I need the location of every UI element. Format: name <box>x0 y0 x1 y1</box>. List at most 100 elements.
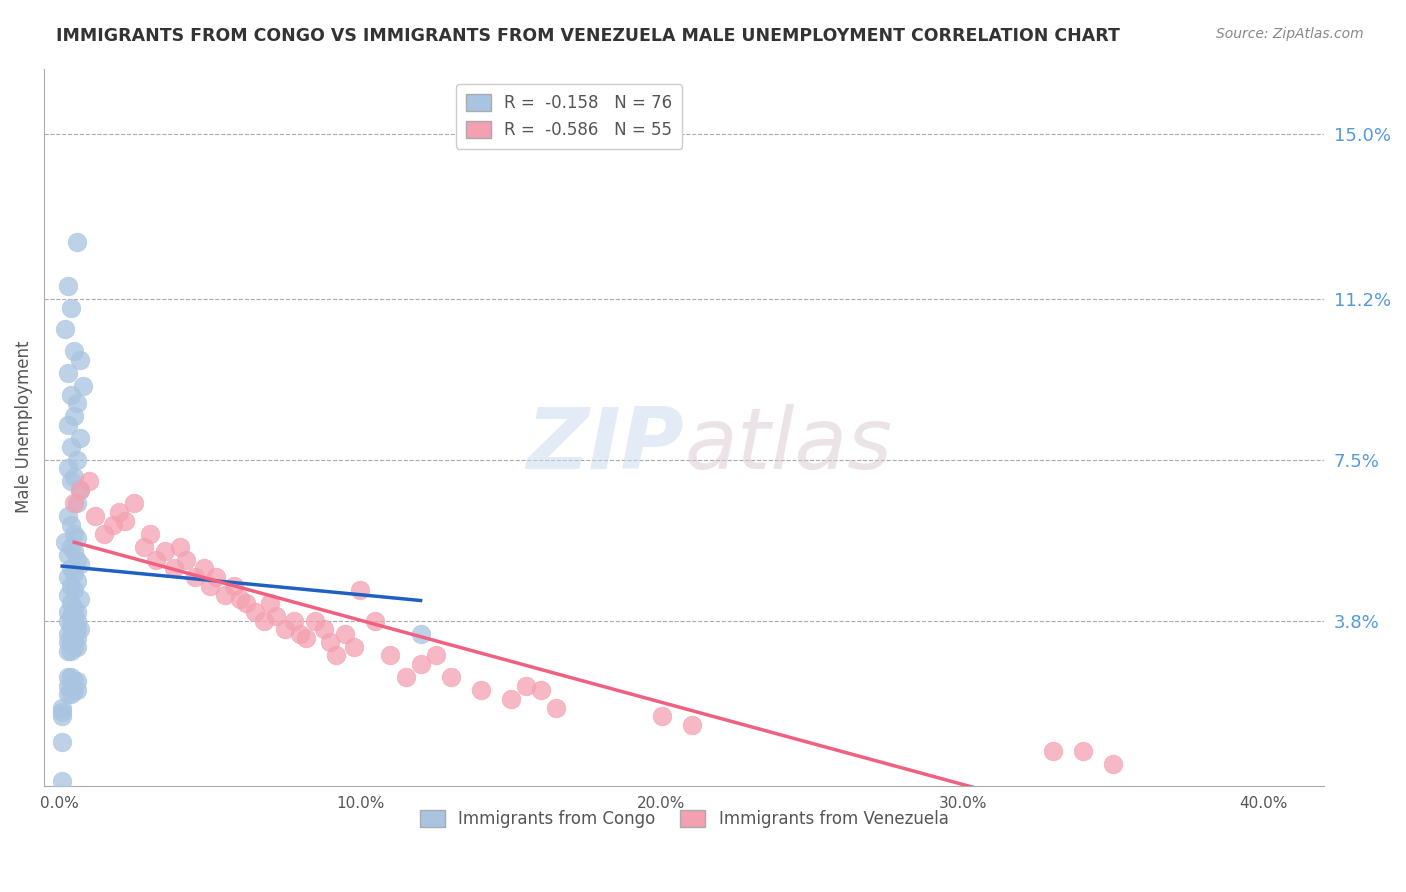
Point <box>63 496 86 510</box>
Point <box>58 626 80 640</box>
Point <box>546 700 568 714</box>
Text: ZIP: ZIP <box>526 403 685 486</box>
Point <box>63 600 86 615</box>
Point <box>1102 757 1125 772</box>
Point <box>58 509 80 524</box>
Point <box>63 618 86 632</box>
Point <box>58 605 80 619</box>
Point <box>63 526 86 541</box>
Point <box>314 622 336 636</box>
Point <box>60 609 83 624</box>
Point <box>60 596 83 610</box>
Legend: Immigrants from Congo, Immigrants from Venezuela: Immigrants from Congo, Immigrants from V… <box>413 804 955 835</box>
Text: Source: ZipAtlas.com: Source: ZipAtlas.com <box>1216 27 1364 41</box>
Point <box>69 622 91 636</box>
Point <box>63 566 86 580</box>
Point <box>530 683 553 698</box>
Text: IMMIGRANTS FROM CONGO VS IMMIGRANTS FROM VENEZUELA MALE UNEMPLOYMENT CORRELATION: IMMIGRANTS FROM CONGO VS IMMIGRANTS FROM… <box>56 27 1121 45</box>
Point <box>243 605 266 619</box>
Point <box>66 605 89 619</box>
Point <box>51 774 73 789</box>
Point <box>60 561 83 575</box>
Point <box>440 670 463 684</box>
Point <box>69 431 91 445</box>
Point <box>66 553 89 567</box>
Point <box>63 344 86 359</box>
Point <box>470 683 492 698</box>
Point <box>66 622 89 636</box>
Point <box>60 301 83 315</box>
Point <box>72 379 94 393</box>
Point <box>60 618 83 632</box>
Y-axis label: Male Unemployment: Male Unemployment <box>15 341 32 514</box>
Point <box>319 635 342 649</box>
Point <box>58 278 80 293</box>
Point <box>198 579 221 593</box>
Text: atlas: atlas <box>685 403 893 486</box>
Point <box>66 631 89 645</box>
Point <box>183 570 205 584</box>
Point <box>409 657 432 671</box>
Point <box>58 366 80 380</box>
Point <box>60 387 83 401</box>
Point <box>204 570 226 584</box>
Point <box>274 622 297 636</box>
Point <box>132 540 155 554</box>
Point <box>58 587 80 601</box>
Point <box>66 640 89 654</box>
Point <box>66 574 89 589</box>
Point <box>58 644 80 658</box>
Point <box>63 640 86 654</box>
Point <box>174 553 197 567</box>
Point <box>153 544 176 558</box>
Point <box>235 596 257 610</box>
Point <box>304 614 326 628</box>
Point <box>84 509 107 524</box>
Point <box>69 352 91 367</box>
Point <box>58 670 80 684</box>
Point <box>58 635 80 649</box>
Point <box>58 688 80 702</box>
Point <box>259 596 281 610</box>
Point <box>409 626 432 640</box>
Point <box>651 709 673 723</box>
Point <box>58 614 80 628</box>
Point <box>169 540 191 554</box>
Point <box>66 496 89 510</box>
Point <box>60 688 83 702</box>
Point <box>69 483 91 498</box>
Point <box>58 461 80 475</box>
Point <box>66 531 89 545</box>
Point <box>60 679 83 693</box>
Point <box>193 561 215 575</box>
Point <box>51 735 73 749</box>
Point <box>288 626 311 640</box>
Point <box>349 583 371 598</box>
Point <box>60 670 83 684</box>
Point <box>69 557 91 571</box>
Point <box>1071 744 1094 758</box>
Point <box>53 322 76 336</box>
Point <box>264 609 287 624</box>
Point <box>295 631 318 645</box>
Point <box>60 518 83 533</box>
Point <box>425 648 447 663</box>
Point <box>79 475 101 489</box>
Point <box>58 549 80 563</box>
Point <box>114 514 136 528</box>
Point <box>63 631 86 645</box>
Point <box>60 626 83 640</box>
Point <box>63 583 86 598</box>
Point <box>162 561 184 575</box>
Point <box>103 518 125 533</box>
Point <box>364 614 387 628</box>
Point <box>60 475 83 489</box>
Point <box>66 396 89 410</box>
Point <box>343 640 366 654</box>
Point <box>58 417 80 432</box>
Point <box>60 579 83 593</box>
Point <box>51 709 73 723</box>
Point <box>63 683 86 698</box>
Point <box>58 570 80 584</box>
Point <box>66 683 89 698</box>
